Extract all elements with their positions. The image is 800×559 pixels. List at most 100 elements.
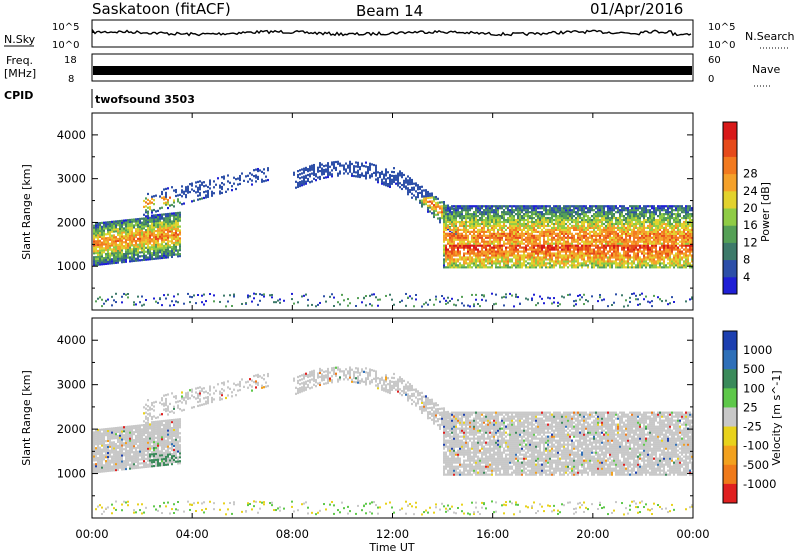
power-point	[639, 258, 641, 261]
power-point	[503, 232, 505, 235]
power-point	[511, 250, 513, 253]
power-point	[667, 266, 669, 269]
power-point	[123, 254, 125, 258]
power-point	[485, 236, 487, 239]
power-point	[527, 234, 529, 237]
power-point	[563, 254, 565, 257]
power-point	[527, 218, 529, 222]
power-point	[599, 236, 601, 239]
power-point	[655, 220, 657, 224]
power-point	[445, 204, 447, 207]
power-point	[193, 199, 195, 202]
power-point	[491, 292, 493, 295]
power-point	[347, 172, 349, 175]
power-point	[537, 252, 539, 255]
power-point	[599, 264, 601, 267]
power-point	[567, 240, 569, 243]
power-point	[307, 179, 309, 183]
power-point	[393, 171, 395, 174]
power-point	[565, 254, 567, 257]
power-point	[95, 232, 97, 235]
power-point	[531, 266, 533, 269]
power-point	[541, 228, 543, 231]
power-point	[641, 292, 643, 295]
power-point	[103, 239, 105, 242]
power-point	[541, 222, 543, 226]
power-point	[657, 226, 659, 230]
power-point	[527, 211, 529, 214]
power-point	[309, 173, 311, 176]
power-point	[137, 229, 139, 233]
power-point	[577, 254, 579, 257]
power-point	[97, 230, 99, 233]
power-point	[539, 244, 541, 247]
power-point	[513, 238, 515, 241]
power-point	[659, 215, 661, 218]
power-point	[481, 250, 483, 253]
power-point	[489, 228, 491, 231]
power-point	[127, 225, 129, 228]
power-point	[457, 209, 459, 212]
power-point	[567, 226, 569, 230]
power-point	[159, 249, 161, 252]
power-point	[615, 262, 617, 265]
power-point	[353, 165, 355, 168]
power-point	[297, 170, 299, 173]
power-point	[517, 211, 519, 214]
power-point	[463, 252, 465, 255]
power-point	[407, 189, 409, 192]
power-point	[175, 219, 177, 223]
power-point	[475, 264, 477, 267]
power-point	[455, 228, 457, 231]
power-point	[519, 258, 521, 261]
power-point	[587, 242, 589, 245]
power-point	[451, 211, 453, 214]
power-point	[649, 215, 651, 218]
power-point	[483, 244, 485, 247]
power-point	[621, 234, 623, 237]
power-point	[581, 246, 583, 249]
power-point	[397, 180, 399, 183]
power-point	[219, 186, 221, 189]
power-point	[179, 193, 181, 196]
power-point	[433, 198, 435, 201]
power-point	[579, 250, 581, 253]
power-point	[545, 218, 547, 222]
power-point	[539, 216, 541, 220]
power-point	[159, 235, 161, 238]
power-point	[617, 222, 619, 226]
power-point	[103, 235, 105, 238]
power-point	[661, 250, 663, 253]
power-point	[639, 207, 641, 210]
power-point	[495, 222, 497, 226]
power-point	[101, 221, 103, 225]
power-point	[465, 218, 467, 222]
power-point	[445, 244, 447, 247]
power-point	[567, 258, 569, 261]
power-point	[657, 205, 659, 208]
power-point	[561, 242, 563, 245]
power-point	[563, 216, 565, 220]
power-point	[377, 304, 379, 307]
power-point	[225, 190, 227, 193]
power-point	[143, 199, 145, 203]
power-point	[139, 251, 141, 254]
power-point	[639, 220, 641, 224]
power-point	[131, 238, 133, 241]
power-point	[469, 216, 471, 220]
power-point	[311, 303, 313, 306]
power-point	[553, 230, 555, 233]
power-point	[367, 171, 369, 175]
power-point	[643, 222, 645, 226]
power-point	[517, 218, 519, 222]
power-point	[497, 215, 499, 218]
power-point	[487, 256, 489, 259]
power-point	[493, 236, 495, 239]
power-point	[597, 213, 599, 216]
power-point	[649, 216, 651, 220]
power-point	[151, 195, 153, 198]
power-point	[451, 234, 453, 237]
power-point	[659, 228, 661, 231]
power-point	[157, 255, 159, 258]
power-point	[629, 218, 631, 222]
